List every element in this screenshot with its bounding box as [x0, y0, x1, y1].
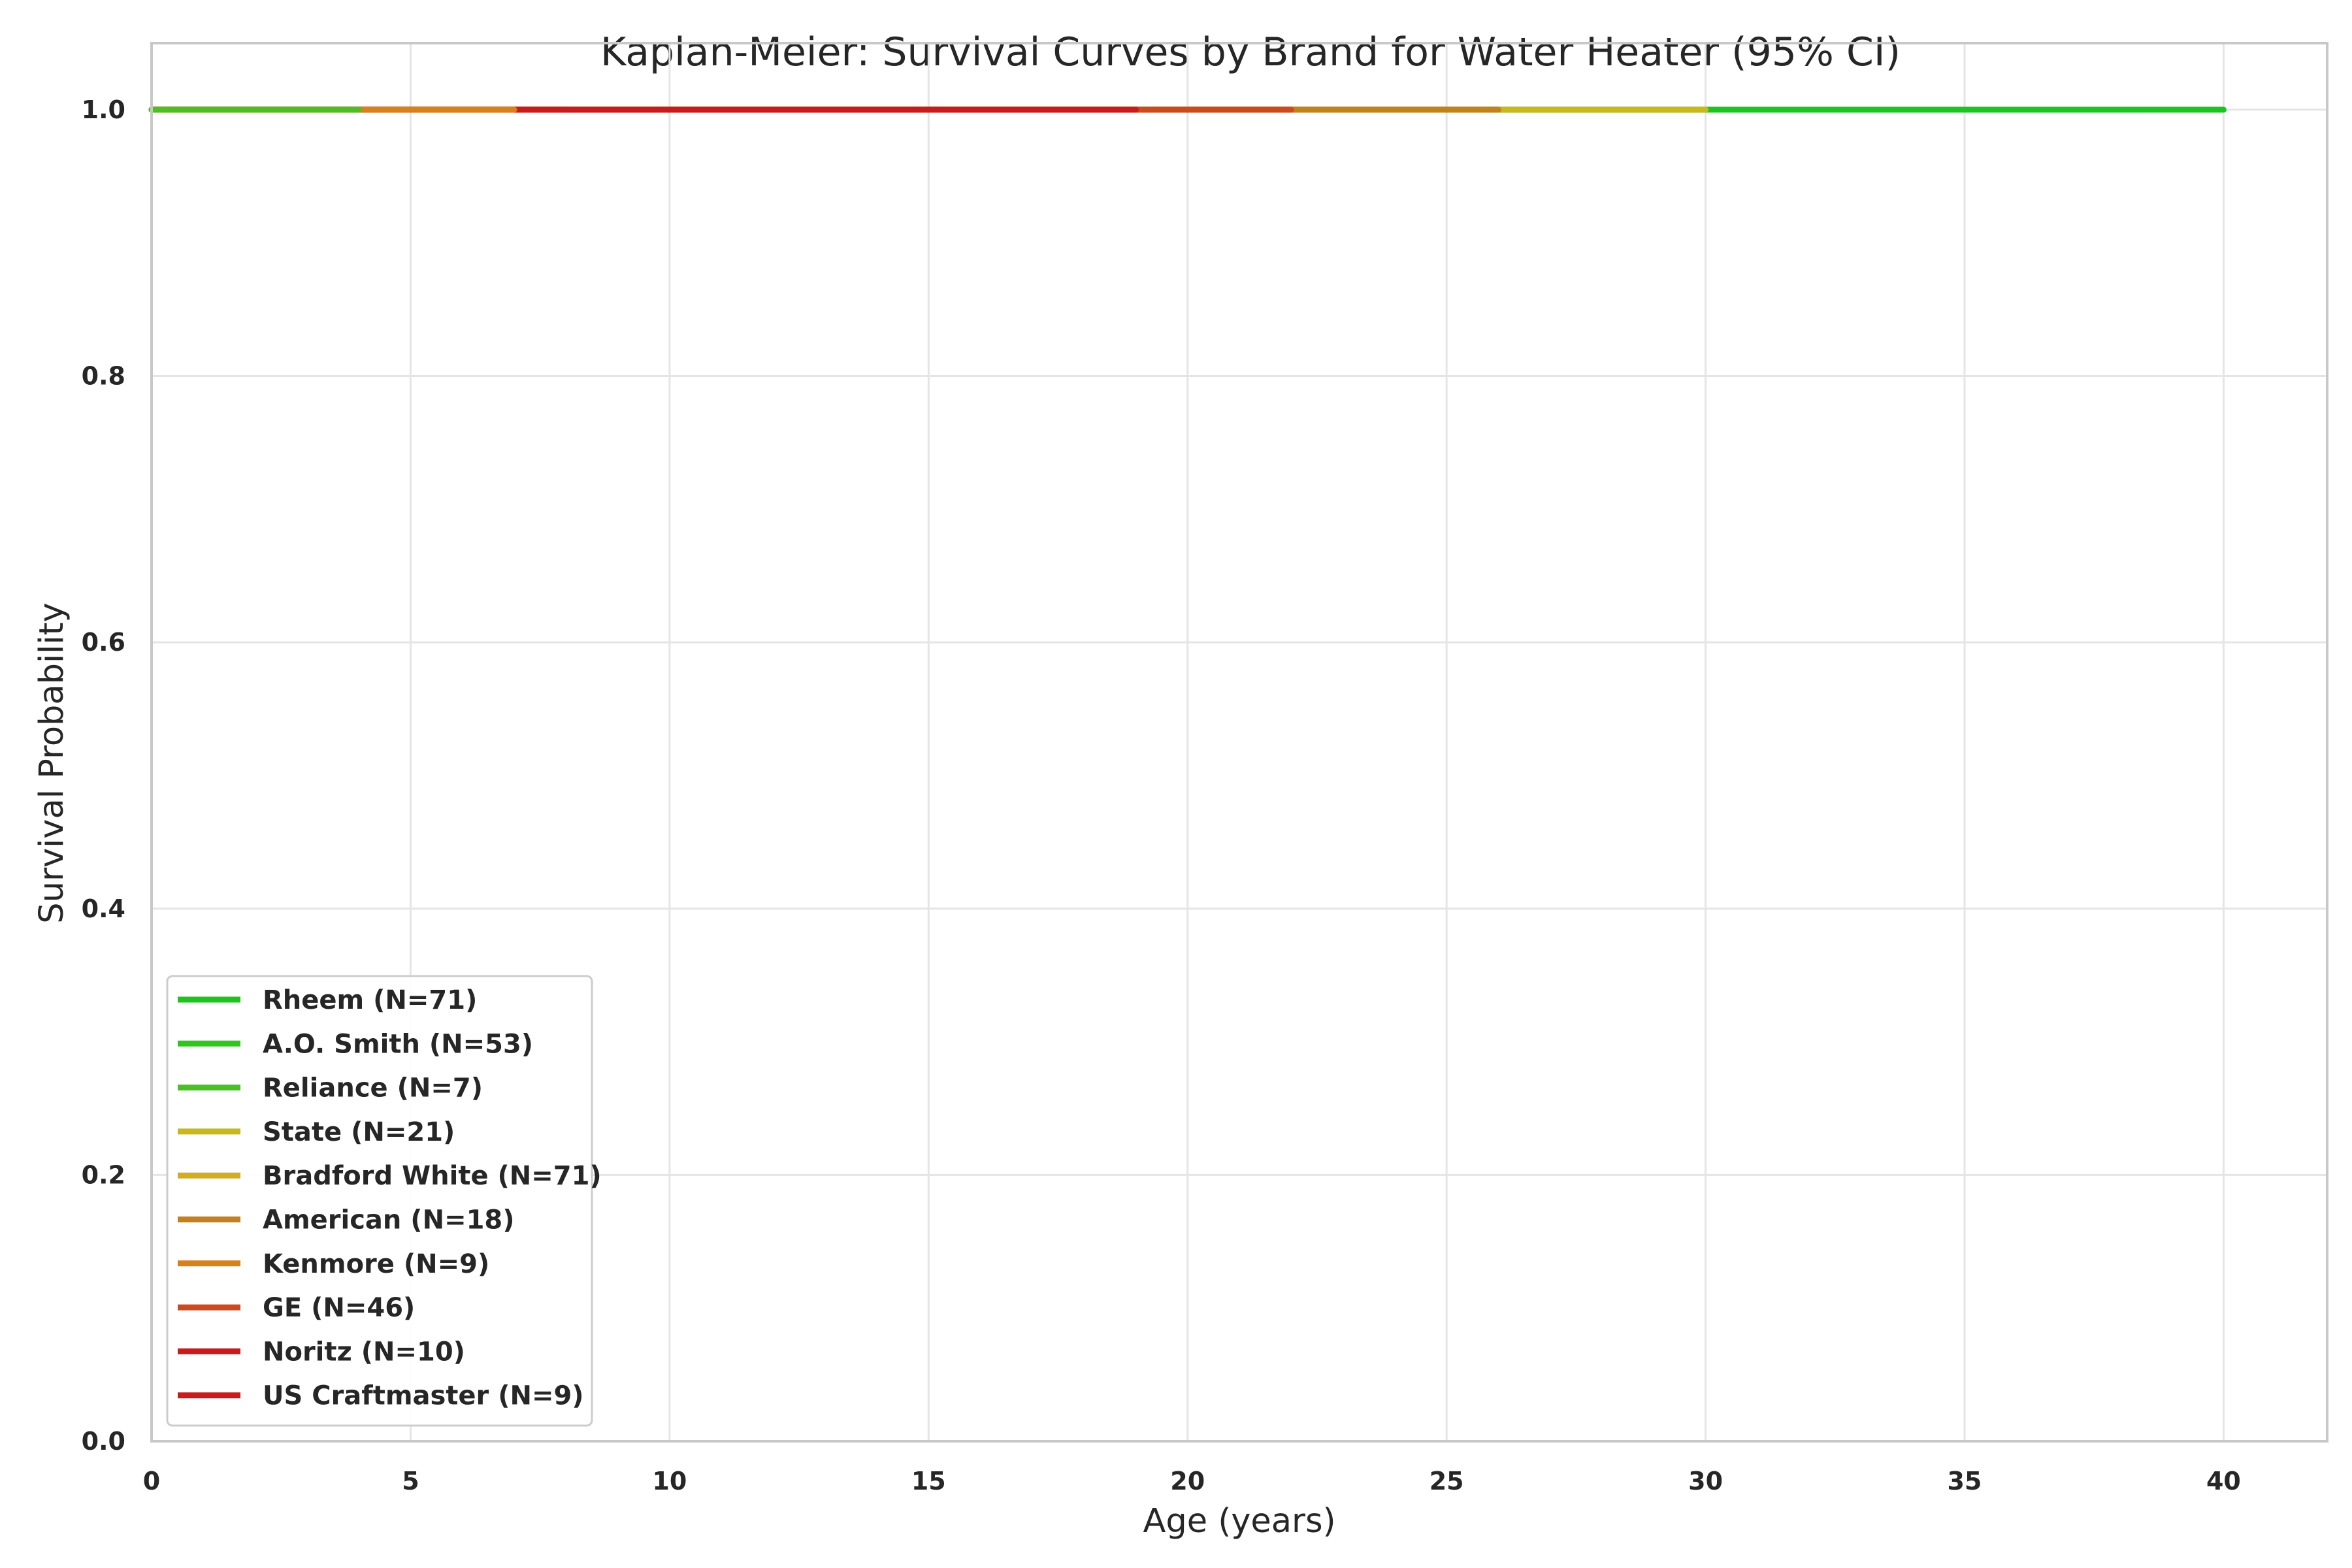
legend-label: GE (N=46) [263, 1293, 415, 1323]
x-tick-label: 40 [2206, 1467, 2241, 1495]
legend-label: State (N=21) [263, 1117, 455, 1147]
x-tick-label: 0 [143, 1467, 160, 1495]
y-tick-label: 0.8 [82, 362, 125, 391]
x-tick-label: 15 [911, 1467, 946, 1495]
legend-box [166, 975, 593, 1427]
x-tick-label: 10 [652, 1467, 687, 1495]
x-tick-label: 25 [1429, 1467, 1464, 1495]
y-tick-label: 1.0 [82, 95, 125, 124]
legend-label: Bradford White (N=71) [263, 1161, 602, 1191]
legend-label: A.O. Smith (N=53) [263, 1029, 533, 1059]
y-tick-label: 0.2 [82, 1160, 125, 1189]
legend-label: Reliance (N=7) [263, 1073, 483, 1103]
y-tick-label: 0.6 [82, 628, 125, 657]
legend-label: American (N=18) [263, 1205, 515, 1235]
x-tick-label: 20 [1170, 1467, 1205, 1495]
legend-label: Noritz (N=10) [263, 1337, 465, 1367]
y-tick-label: 0.4 [82, 894, 125, 923]
tick-layer: 0 5 10 15 20 25 30 35 40 0.0 0.2 0.4 0.6 0.8 1.0 [82, 95, 2241, 1495]
legend-label: Rheem (N=71) [263, 985, 477, 1015]
plot-frame [150, 42, 2328, 1443]
y-tick-label: 0.0 [82, 1427, 125, 1456]
chart-title: Kaplan-Meier: Survival Curves by Brand f… [600, 29, 1901, 75]
legend: Rheem (N=71) A.O. Smith (N=53) Reliance (N… [166, 975, 602, 1427]
x-axis-label: Age (years) [1143, 1502, 1336, 1541]
legend-label: Kenmore (N=9) [263, 1249, 489, 1279]
x-tick-label: 30 [1688, 1467, 1723, 1495]
y-axis-label: Survival Probability [33, 602, 71, 923]
x-tick-label: 5 [402, 1467, 419, 1495]
legend-label: US Craftmaster (N=9) [263, 1381, 584, 1411]
x-tick-label: 35 [1948, 1467, 1982, 1495]
